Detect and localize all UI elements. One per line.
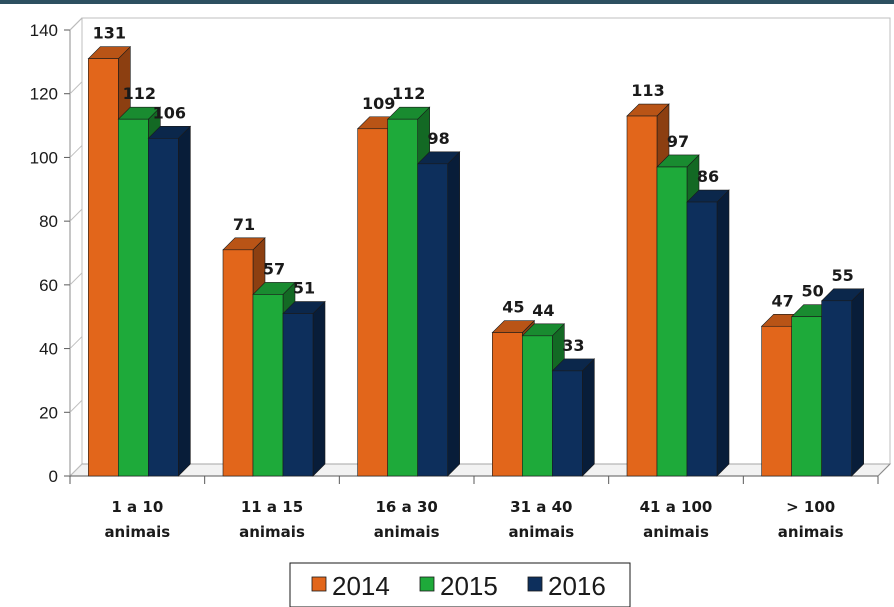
bar-front <box>656 166 688 477</box>
x-tick-label: 1 a 10 <box>111 498 163 516</box>
bar-front <box>761 325 792 477</box>
legend-label: 2015 <box>440 571 498 601</box>
data-label: 98 <box>428 129 450 148</box>
data-label: 45 <box>502 298 524 317</box>
bar-front <box>118 118 149 477</box>
x-tick-label: animais <box>643 523 709 541</box>
y-tick-label: 0 <box>49 467 58 486</box>
bar-front <box>282 313 314 477</box>
bar-2016-5 <box>820 288 865 477</box>
legend-box <box>289 562 631 607</box>
x-tick-label: animais <box>104 523 170 541</box>
y-tick-label: 60 <box>39 276 58 295</box>
data-label: 97 <box>667 132 689 151</box>
x-tick-label: animais <box>374 523 440 541</box>
y-tick-depth <box>69 336 83 349</box>
bar-side <box>716 189 730 477</box>
bar-2016-3 <box>551 358 596 477</box>
y-tick-depth <box>69 81 83 95</box>
y-tick-depth <box>69 272 83 286</box>
bar-front <box>552 370 583 477</box>
data-label: 47 <box>772 291 794 310</box>
legend-item-2015: 2015 <box>419 571 498 601</box>
bar-2016-2 <box>416 151 461 477</box>
legend-swatch <box>311 576 327 592</box>
y-tick-label: 140 <box>30 21 58 40</box>
data-label: 57 <box>263 259 285 278</box>
bar-front <box>791 316 822 477</box>
x-tick-label: 41 a 100 <box>640 498 713 516</box>
x-tick-label: animais <box>239 523 305 541</box>
data-label: 112 <box>123 84 156 103</box>
y-tick-label: 120 <box>30 85 58 104</box>
bar-2016-0 <box>147 125 192 477</box>
legend-label: 2016 <box>548 571 606 601</box>
data-label: 51 <box>293 279 315 298</box>
data-label: 44 <box>532 301 554 320</box>
bar-2016-1 <box>282 300 326 477</box>
bar-side <box>582 358 595 477</box>
data-label: 131 <box>93 24 126 43</box>
y-tick-label: 20 <box>39 403 58 422</box>
top-border <box>0 0 894 4</box>
y-tick-depth <box>69 17 83 31</box>
legend-item-2016: 2016 <box>527 571 606 601</box>
legend-item-2014: 2014 <box>311 571 390 601</box>
data-label: 112 <box>392 84 425 103</box>
bar-front <box>417 163 448 477</box>
y-tick-label: 40 <box>39 340 58 359</box>
y-tick-depth <box>69 399 83 413</box>
bar-side <box>178 125 191 477</box>
bar-side <box>312 300 326 477</box>
y-tick-depth <box>69 208 83 222</box>
bar-front <box>357 128 388 477</box>
x-tick-label: 11 a 15 <box>241 498 303 516</box>
legend-label: 2014 <box>332 571 390 601</box>
legend-swatch <box>527 576 543 592</box>
x-tick-label: animais <box>778 523 844 541</box>
y-tick-depth <box>69 145 83 158</box>
x-tick-label: animais <box>508 523 574 541</box>
bar-2016-4 <box>686 189 730 477</box>
bar-front <box>88 58 119 477</box>
data-label: 33 <box>562 336 584 355</box>
bar-side <box>447 151 460 477</box>
bar-front <box>252 294 284 477</box>
bar-front <box>522 335 553 477</box>
y-tick-depth <box>69 463 83 477</box>
bar-side <box>851 288 864 477</box>
data-label: 71 <box>233 215 255 234</box>
bar-front <box>492 332 523 477</box>
bar-front <box>222 249 254 477</box>
x-tick-label: 16 a 30 <box>376 498 438 516</box>
data-label: 50 <box>802 282 824 301</box>
y-tick-label: 80 <box>39 212 58 231</box>
bar-front <box>387 118 418 477</box>
x-tick-label: 31 a 40 <box>510 498 572 516</box>
bar-front <box>148 138 179 477</box>
data-label: 106 <box>153 103 186 122</box>
data-label: 109 <box>362 94 395 113</box>
bar-front <box>821 300 852 477</box>
bar-front <box>686 201 718 477</box>
legend-swatch <box>419 576 435 592</box>
y-tick-label: 100 <box>30 148 58 167</box>
x-tick-label: > 100 <box>786 498 835 516</box>
data-label: 113 <box>631 81 664 100</box>
data-label: 86 <box>697 167 719 186</box>
bar-front <box>626 115 658 477</box>
floor-edge <box>877 463 891 477</box>
data-label: 55 <box>832 266 854 285</box>
